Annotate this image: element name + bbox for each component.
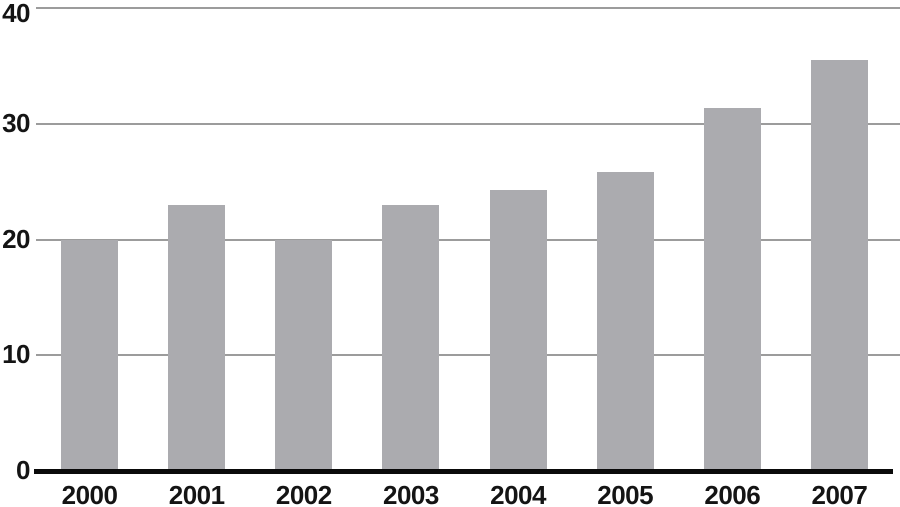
gridline (36, 122, 900, 125)
y-tick-label: 10 (2, 339, 30, 370)
y-tick-label: 30 (2, 107, 30, 138)
x-tick-label: 2004 (490, 480, 546, 507)
gridline (36, 238, 900, 241)
x-tick-label: 2001 (168, 480, 225, 507)
bar (703, 107, 761, 471)
x-axis-line (34, 469, 893, 474)
x-tick-label: 2000 (61, 480, 118, 507)
gridline (36, 7, 900, 9)
bar (168, 204, 226, 471)
bar (489, 189, 547, 471)
bar (382, 204, 440, 471)
x-tick-label: 2007 (811, 480, 868, 507)
y-tick-label: 40 (2, 0, 30, 28)
bar (810, 60, 868, 471)
bar (275, 239, 333, 471)
gridline (36, 354, 900, 357)
x-tick-label: 2002 (275, 480, 332, 507)
bar (596, 172, 654, 471)
x-tick-label: 2006 (704, 480, 761, 507)
y-tick-label: 20 (2, 223, 30, 254)
y-tick-label: 0 (16, 455, 30, 485)
bar (61, 239, 119, 471)
x-tick-label: 2003 (383, 480, 439, 507)
x-tick-label: 2005 (597, 480, 654, 507)
